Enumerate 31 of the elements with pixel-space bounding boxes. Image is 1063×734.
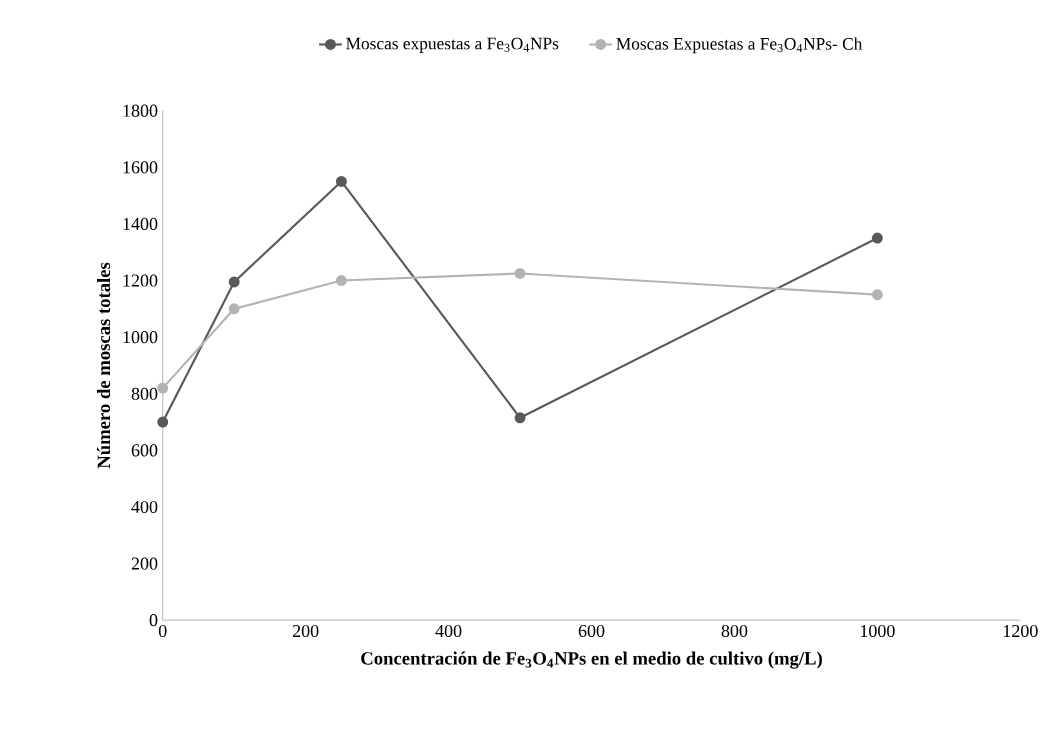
x-tick-label: 0 xyxy=(158,625,167,638)
x-tick-label: 1200 xyxy=(1003,625,1038,638)
legend-label: Moscas Expuestas a Fe$_{3}$O$_{4}$NPs- Ch xyxy=(616,37,863,54)
legend-label: Moscas expuestas a Fe$_{3}$O$_{4}$NPs xyxy=(346,37,559,54)
point xyxy=(157,382,169,394)
y-tick-label: 1800 xyxy=(123,104,158,117)
y-tick-label: 400 xyxy=(131,501,158,514)
x-tick-label: 400 xyxy=(435,625,462,638)
y-tick-label: 1000 xyxy=(123,331,158,344)
point xyxy=(335,275,347,287)
point xyxy=(228,276,240,288)
y-axis-title: Número de moscas totales xyxy=(96,262,111,469)
point xyxy=(514,268,526,280)
point xyxy=(335,176,347,188)
point xyxy=(871,232,883,244)
x-axis-title: Concentración de Fe$_{3}$O$_{4}$NPs en el medio de cultivo (mg/L) xyxy=(361,651,822,669)
y-tick-label: 600 xyxy=(131,444,158,457)
y-tick-label: 800 xyxy=(131,387,158,401)
x-tick-label: 600 xyxy=(578,625,605,638)
point xyxy=(871,289,883,301)
y-tick-label: 1600 xyxy=(123,161,158,174)
x-tick-label: 800 xyxy=(721,625,748,638)
x-tick-label: 1000 xyxy=(860,625,895,638)
y-tick-label: 1200 xyxy=(123,274,158,287)
point xyxy=(228,303,240,315)
x-tick-label: 200 xyxy=(292,625,319,638)
y-tick-label: 200 xyxy=(131,557,158,570)
point xyxy=(514,412,526,424)
y-tick-label: 1400 xyxy=(123,218,158,231)
point xyxy=(157,416,169,428)
y-tick-label: 0 xyxy=(149,614,158,627)
